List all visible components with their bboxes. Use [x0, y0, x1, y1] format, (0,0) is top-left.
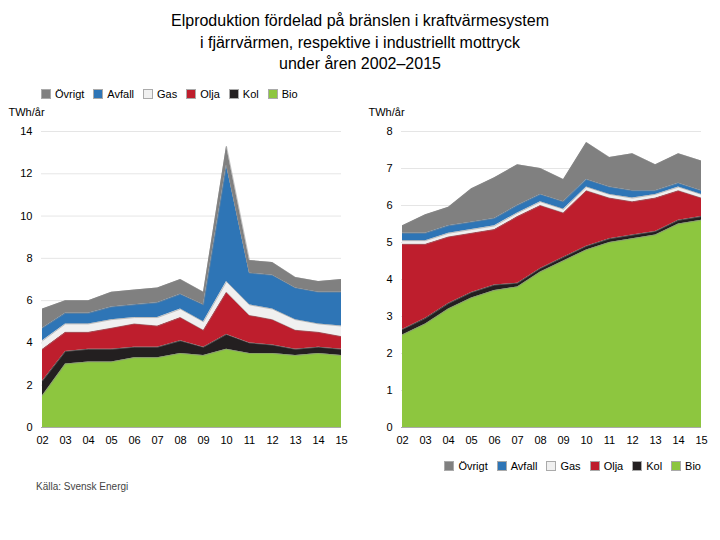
svg-text:05: 05: [465, 434, 477, 446]
svg-text:13: 13: [649, 434, 661, 446]
svg-text:04: 04: [442, 434, 454, 446]
svg-text:02: 02: [396, 434, 408, 446]
svg-text:1: 1: [386, 384, 392, 396]
svg-text:07: 07: [151, 434, 163, 446]
svg-text:08: 08: [534, 434, 546, 446]
svg-text:10: 10: [20, 209, 32, 221]
html-text:Avfall: Avfall: [107, 87, 134, 100]
html-text:Avfall: Avfall: [510, 459, 538, 472]
svg-text:07: 07: [511, 434, 523, 446]
html-text:Olja: Olja: [200, 87, 220, 100]
svg-text:12: 12: [20, 167, 32, 179]
svg-text:05: 05: [105, 434, 117, 446]
svg-text:09: 09: [197, 434, 209, 446]
svg-text:11: 11: [244, 434, 255, 446]
svg-text:04: 04: [82, 434, 94, 446]
html-text:Källa: Svensk Energi: Källa: Svensk Energi: [36, 480, 129, 492]
svg-text:06: 06: [128, 434, 140, 446]
svg-text:14: 14: [672, 434, 684, 446]
svg-text:12: 12: [626, 434, 638, 446]
svg-text:TWh/år: TWh/år: [9, 106, 45, 118]
svg-text:15: 15: [695, 434, 707, 446]
html-text:Bio: Bio: [281, 87, 298, 100]
svg-text:7: 7: [386, 162, 392, 174]
svg-text:6: 6: [26, 294, 32, 306]
html-text:Elproduktion fördelad på bräns: Elproduktion fördelad på bränslen i kraf…: [171, 12, 549, 73]
svg-text:15: 15: [335, 434, 347, 446]
svg-text:8: 8: [26, 252, 32, 264]
svg-text:6: 6: [386, 199, 392, 211]
svg-text:TWh/år: TWh/år: [369, 106, 405, 118]
svg-text:14: 14: [312, 434, 324, 446]
html-text:Kol: Kol: [646, 459, 663, 472]
svg-text:2: 2: [386, 347, 392, 359]
svg-text:10: 10: [220, 434, 232, 446]
svg-text:2: 2: [26, 379, 32, 391]
svg-text:14: 14: [20, 125, 32, 137]
svg-text:12: 12: [266, 434, 278, 446]
html-text:Övrigt: Övrigt: [458, 459, 488, 472]
svg-text:4: 4: [386, 273, 392, 285]
svg-text:0: 0: [386, 421, 392, 433]
svg-text:4: 4: [26, 336, 32, 348]
svg-text:13: 13: [289, 434, 301, 446]
svg-text:10: 10: [580, 434, 592, 446]
svg-text:11: 11: [604, 434, 615, 446]
html-text:Övrigt: Övrigt: [55, 87, 85, 100]
svg-text:3: 3: [386, 310, 392, 322]
svg-text:0: 0: [26, 421, 32, 433]
svg-text:02: 02: [36, 434, 48, 446]
svg-text:5: 5: [386, 236, 392, 248]
svg-text:09: 09: [557, 434, 569, 446]
svg-text:06: 06: [488, 434, 500, 446]
svg-text:03: 03: [419, 434, 431, 446]
svg-text:03: 03: [59, 434, 71, 446]
svg-text:08: 08: [174, 434, 186, 446]
svg-text:8: 8: [386, 125, 392, 137]
html-text:Gas: Gas: [560, 459, 581, 472]
html-text:Gas: Gas: [157, 87, 178, 100]
html-text:Olja: Olja: [603, 459, 624, 472]
html-text:Kol: Kol: [242, 87, 259, 100]
html-text:Bio: Bio: [685, 459, 701, 472]
